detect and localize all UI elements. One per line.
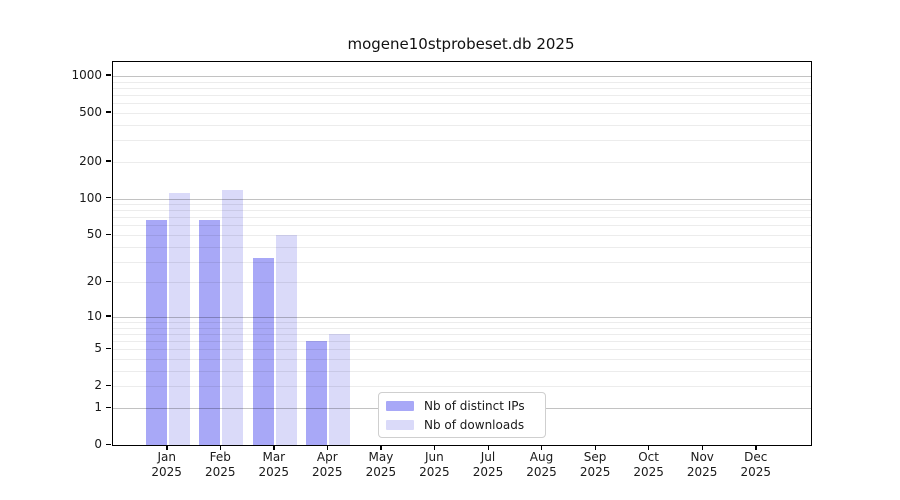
x-tick-mark xyxy=(755,445,757,450)
bar-downloads-mar xyxy=(275,235,297,445)
x-tick-mark xyxy=(648,445,650,450)
y-tick-label: 10 xyxy=(86,308,102,323)
minor-gridline xyxy=(113,204,811,205)
x-tick-mark xyxy=(487,445,489,450)
y-tick-mark xyxy=(106,111,111,113)
x-tick-mark xyxy=(326,445,329,450)
minor-gridline xyxy=(113,124,811,126)
legend: Nb of distinct IPs Nb of downloads xyxy=(378,392,546,438)
x-tick-mark xyxy=(219,445,222,450)
y-tick-mark xyxy=(106,443,111,445)
x-tick-label: May 2025 xyxy=(365,450,397,479)
y-tick-mark xyxy=(106,233,111,235)
minor-gridline xyxy=(113,386,811,388)
legend-item-distinct-ips: Nb of distinct IPs xyxy=(386,398,537,414)
y-tick-label: 5 xyxy=(94,341,102,356)
bar-distinct-ips-mar xyxy=(252,258,274,445)
major-gridline xyxy=(113,316,811,318)
y-tick-label: 500 xyxy=(79,104,102,119)
x-tick-mark xyxy=(541,445,543,450)
x-tick-label: Oct 2025 xyxy=(633,450,664,479)
minor-gridline xyxy=(113,341,811,343)
y-tick-mark xyxy=(106,160,111,162)
minor-gridline xyxy=(113,235,811,236)
x-tick-mark xyxy=(701,445,704,450)
minor-gridline xyxy=(113,87,811,89)
x-tick-mark xyxy=(594,445,596,450)
minor-gridline xyxy=(113,112,811,114)
x-tick-label: Aug 2025 xyxy=(526,450,557,479)
y-tick-mark xyxy=(106,315,111,317)
y-tick-mark xyxy=(106,384,111,387)
y-tick-label: 50 xyxy=(86,227,102,241)
legend-swatch-downloads xyxy=(386,419,414,430)
minor-gridline xyxy=(113,327,811,329)
x-tick-label: Jul 2025 xyxy=(472,450,504,479)
bar-downloads-jan xyxy=(168,193,190,445)
y-tick-label: 2 xyxy=(94,378,102,393)
minor-gridline xyxy=(113,95,811,96)
minor-gridline xyxy=(113,246,811,248)
minor-gridline xyxy=(113,217,811,219)
x-tick-label: Jun 2025 xyxy=(419,450,450,479)
bar-distinct-ips-apr xyxy=(306,341,328,445)
x-tick-label: Dec 2025 xyxy=(740,450,772,479)
major-gridline xyxy=(113,75,811,77)
y-tick-label: 1000 xyxy=(71,67,102,82)
minor-gridline xyxy=(113,161,811,163)
minor-gridline xyxy=(113,322,811,323)
x-tick-mark xyxy=(166,445,168,450)
x-tick-label: Apr 2025 xyxy=(312,450,343,479)
plot-area xyxy=(112,61,812,446)
minor-gridline xyxy=(113,282,811,284)
legend-label-downloads: Nb of downloads xyxy=(424,417,525,432)
x-tick-label: Sep 2025 xyxy=(579,450,611,479)
bar-downloads-apr xyxy=(329,333,351,445)
y-tick-label: 20 xyxy=(86,274,102,289)
chart-title: mogene10stprobeset.db 2025 xyxy=(347,35,575,53)
x-tick-label: Nov 2025 xyxy=(686,450,718,479)
x-tick-label: Feb 2025 xyxy=(205,450,236,479)
minor-gridline xyxy=(113,210,811,212)
x-tick-mark xyxy=(273,445,275,450)
bar-distinct-ips-jan xyxy=(145,219,167,445)
x-tick-label: Mar 2025 xyxy=(258,450,290,479)
legend-swatch-distinct-ips xyxy=(386,400,414,411)
x-tick-mark xyxy=(380,445,382,450)
y-tick-label: 1 xyxy=(94,400,102,414)
y-tick-mark xyxy=(106,197,111,199)
minor-gridline xyxy=(113,225,811,227)
minor-gridline xyxy=(113,103,811,105)
minor-gridline xyxy=(113,359,811,360)
x-tick-mark xyxy=(433,445,436,450)
minor-gridline xyxy=(113,370,811,372)
x-tick-label: Jan 2025 xyxy=(151,450,182,479)
y-tick-label: 0 xyxy=(94,437,102,451)
y-tick-mark xyxy=(106,347,111,350)
y-tick-label: 100 xyxy=(79,190,102,205)
bar-downloads-feb xyxy=(222,189,244,445)
legend-label-distinct-ips: Nb of distinct IPs xyxy=(424,398,525,413)
y-tick-mark xyxy=(106,280,111,283)
legend-item-downloads: Nb of downloads xyxy=(386,417,537,433)
minor-gridline xyxy=(113,81,811,83)
y-tick-label: 200 xyxy=(79,153,102,168)
minor-gridline xyxy=(113,140,811,142)
minor-gridline xyxy=(113,349,811,351)
y-tick-mark xyxy=(106,74,111,76)
minor-gridline xyxy=(113,333,811,335)
y-tick-mark xyxy=(106,406,111,408)
bar-distinct-ips-feb xyxy=(199,219,221,445)
major-gridline xyxy=(113,198,811,200)
minor-gridline xyxy=(113,261,811,263)
